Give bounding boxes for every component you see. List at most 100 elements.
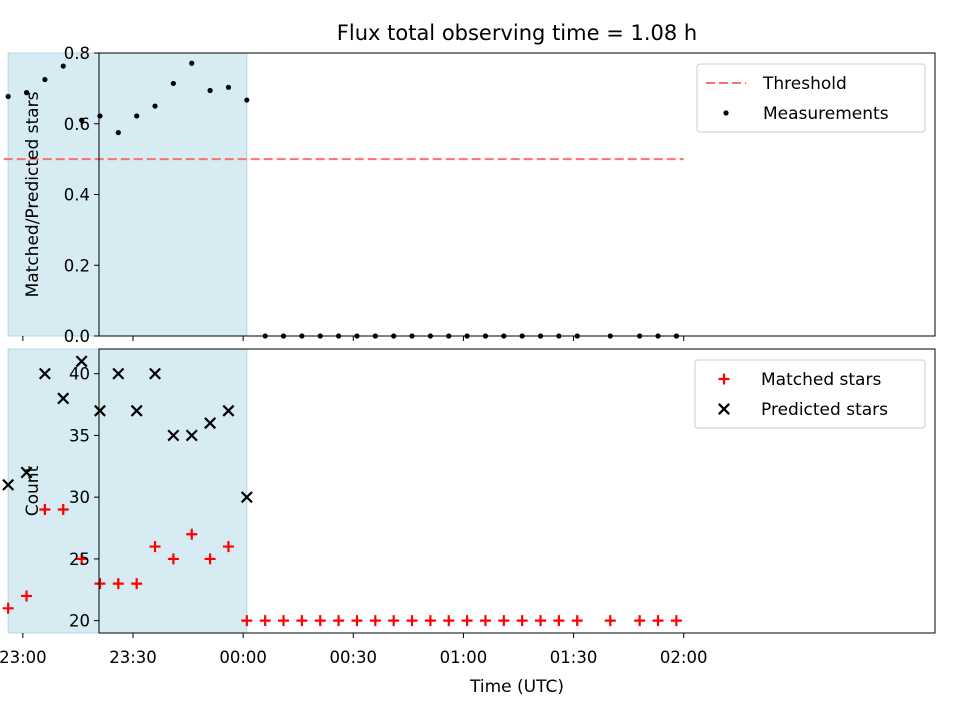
legend-entry-label: Predicted stars — [761, 400, 888, 420]
legend-entry-label: Threshold — [762, 74, 847, 94]
bottom-y-ticks: 20 25 30 35 40 — [69, 365, 99, 631]
matched-star-point — [149, 541, 161, 553]
matched-star-point — [94, 578, 106, 590]
y-tick-label: 0.8 — [64, 44, 90, 63]
matched-star-point — [652, 615, 664, 627]
top-legend: Threshold Measurements — [696, 63, 926, 133]
predicted-star-point — [112, 367, 125, 380]
measurement-point — [207, 87, 213, 94]
measurement-point — [23, 90, 30, 96]
matched-star-point — [39, 504, 51, 516]
measurement-point — [97, 113, 103, 119]
matched-star-point — [76, 553, 88, 565]
bottom-y-axis-label: Count — [23, 465, 43, 516]
predicted-star-point — [222, 404, 235, 417]
matched-star-point — [369, 615, 381, 627]
matched-star-point — [57, 504, 69, 516]
matched-star-point — [21, 590, 33, 602]
measurement-point — [5, 93, 11, 100]
legend-marker-swatch — [723, 110, 729, 116]
matched-star-point — [670, 615, 682, 627]
measurement-point — [152, 103, 158, 109]
measurement-point — [79, 117, 85, 123]
y-tick-label: 30 — [69, 488, 90, 507]
matched-star-point — [634, 615, 646, 627]
matched-star-point — [131, 578, 143, 590]
shaded-span-rect — [7, 52, 248, 337]
matched-star-point — [604, 615, 616, 627]
predicted-star-point — [2, 478, 15, 491]
bottom-legend: Matched stars Predicted stars — [694, 359, 926, 429]
measurement-point — [115, 129, 121, 136]
count-points — [2, 355, 682, 627]
matched-star-point — [2, 602, 14, 614]
x-tick-label: 01:00 — [440, 648, 488, 667]
y-tick-label: 0.0 — [64, 327, 90, 346]
matched-star-point — [222, 541, 234, 553]
matched-star-point — [333, 615, 345, 627]
y-tick-label: 35 — [69, 426, 90, 445]
predicted-star-point — [204, 417, 217, 430]
legend-box — [694, 359, 926, 429]
measurement-point — [189, 60, 195, 66]
matched-star-point — [351, 615, 363, 627]
top-x-ticks — [22, 336, 685, 341]
matched-star-point — [406, 615, 418, 627]
top-y-ticks: 0.0 0.2 0.4 0.6 0.8 — [64, 44, 99, 346]
matched-star-point — [314, 615, 326, 627]
x-axis-label: Time (UTC) — [469, 677, 564, 697]
matched-star-point — [443, 615, 455, 627]
matched-star-point — [167, 553, 179, 565]
measurement-point — [42, 76, 48, 83]
predicted-star-point — [149, 367, 162, 380]
matched-star-point — [112, 578, 124, 590]
measurement-point — [170, 80, 176, 87]
measurement-points — [5, 60, 679, 339]
y-tick-label: 0.6 — [64, 115, 90, 134]
predicted-star-point — [38, 367, 51, 380]
y-tick-label: 25 — [69, 550, 90, 569]
chart-title: Flux total observing time = 1.08 h — [337, 21, 697, 45]
matched-star-point — [241, 615, 253, 627]
bottom-shaded-span — [7, 348, 248, 634]
matched-star-point — [296, 615, 308, 627]
matched-star-point — [535, 615, 547, 627]
predicted-star-point — [167, 429, 180, 442]
x-tick-label: 23:00 — [0, 648, 47, 667]
y-tick-label: 20 — [69, 612, 90, 631]
legend-box — [696, 63, 926, 133]
x-tick-label: 02:00 — [660, 648, 708, 667]
y-tick-label: 40 — [69, 365, 90, 384]
legend-marker-swatch — [718, 373, 730, 385]
measurement-point — [134, 113, 140, 119]
predicted-star-point — [20, 466, 33, 479]
measurement-point — [244, 97, 250, 103]
top-panel: 0.00.20.40.60.8 Matched/Predicted stars … — [0, 44, 936, 346]
top-y-axis-label: Matched/Predicted stars — [23, 91, 43, 297]
matched-star-point — [498, 615, 510, 627]
matched-star-point — [186, 528, 198, 540]
predicted-star-point — [185, 429, 198, 442]
x-tick-label: 23:30 — [109, 648, 157, 667]
predicted-star-point — [57, 392, 70, 405]
matched-star-point — [259, 615, 271, 627]
x-tick-label: 01:30 — [550, 648, 598, 667]
predicted-star-point — [240, 491, 253, 504]
x-tick-label: 00:30 — [330, 648, 378, 667]
top-shaded-span — [7, 52, 248, 337]
matched-star-point — [553, 615, 565, 627]
matched-star-point — [388, 615, 400, 627]
matched-star-point — [571, 615, 583, 627]
measurement-point — [225, 84, 232, 90]
shaded-span-rect — [7, 348, 248, 634]
measurement-point — [60, 63, 66, 69]
matched-star-point — [516, 615, 528, 627]
legend-entry-label: Measurements — [763, 104, 889, 124]
y-tick-label: 0.4 — [64, 186, 90, 205]
matched-star-point — [461, 615, 473, 627]
matched-star-point — [479, 615, 491, 627]
legend-marker-swatch — [718, 403, 730, 415]
